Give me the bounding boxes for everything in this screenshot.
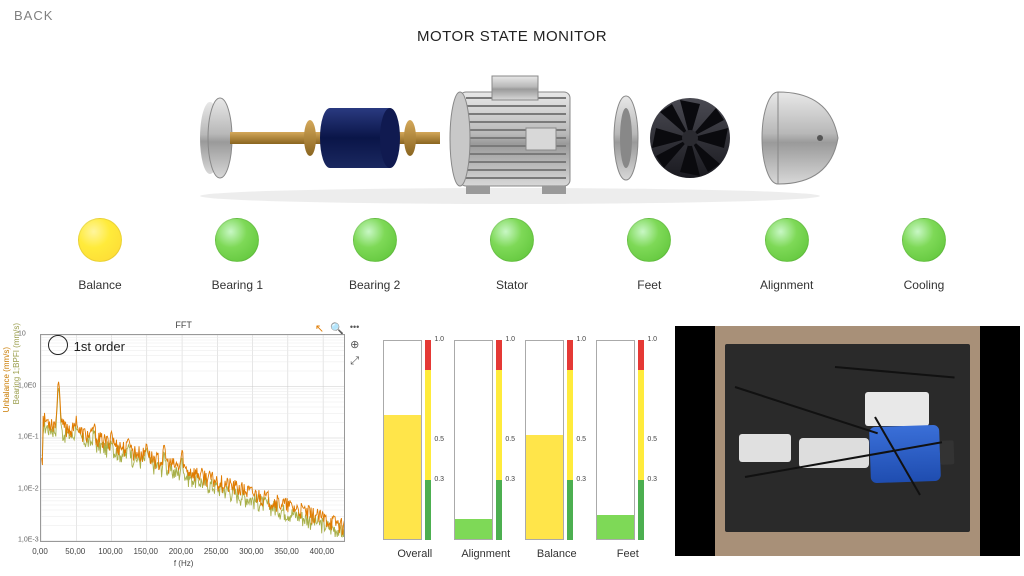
fft-xtick: 400,00 bbox=[310, 547, 334, 556]
status-label: Bearing 2 bbox=[349, 278, 400, 292]
status-light-bearing-2[interactable]: Bearing 2 bbox=[315, 218, 435, 292]
status-light-stator[interactable]: Stator bbox=[452, 218, 572, 292]
gauge-alignment: 0.30.51.0 bbox=[450, 340, 521, 540]
gauge-label: Overall bbox=[379, 548, 450, 560]
status-label: Stator bbox=[496, 278, 528, 292]
camera-feed bbox=[675, 326, 1020, 556]
gauge-tick: 0.5 bbox=[434, 436, 444, 443]
status-dot bbox=[78, 218, 122, 262]
status-dot bbox=[490, 218, 534, 262]
status-lights-row: Balance Bearing 1 Bearing 2 Stator Feet Align… bbox=[0, 218, 1024, 292]
gauge-tick: 0.5 bbox=[505, 436, 515, 443]
fft-xtick: 300,00 bbox=[239, 547, 263, 556]
fft-title: FFT bbox=[4, 320, 363, 330]
fft-xtick: 100,00 bbox=[98, 547, 122, 556]
status-label: Balance bbox=[78, 278, 121, 292]
status-dot bbox=[215, 218, 259, 262]
status-label: Alignment bbox=[760, 278, 813, 292]
status-light-alignment[interactable]: Alignment bbox=[727, 218, 847, 292]
gauge-balance: 0.30.51.0 bbox=[521, 340, 592, 540]
gauge-overall: 0.30.51.0 bbox=[379, 340, 450, 540]
gauge-tick: 1.0 bbox=[434, 336, 444, 343]
fft-xtick: 200,00 bbox=[169, 547, 193, 556]
status-dot bbox=[627, 218, 671, 262]
fft-ytick: 1,0E-3 bbox=[18, 537, 39, 544]
status-light-bearing-1[interactable]: Bearing 1 bbox=[177, 218, 297, 292]
gauge-label: Balance bbox=[521, 548, 592, 560]
status-light-balance[interactable]: Balance bbox=[40, 218, 160, 292]
status-light-cooling[interactable]: Cooling bbox=[864, 218, 984, 292]
fft-xtick: 50,00 bbox=[65, 547, 85, 556]
gauge-tick: 0.5 bbox=[647, 436, 657, 443]
status-label: Cooling bbox=[904, 278, 945, 292]
target-icon[interactable]: ⊕ bbox=[350, 338, 359, 351]
fft-xtick: 0,00 bbox=[32, 547, 48, 556]
gauge-tick: 0.3 bbox=[576, 476, 586, 483]
fft-toolbar-side: ⊕ ⤢ bbox=[350, 338, 359, 368]
bottom-row: FFT ↖ 🔍 ••• ⊕ ⤢ Unbalance (mm/s) Bearing… bbox=[4, 320, 1020, 570]
fft-ylabel-1: Unbalance (mm/s) bbox=[2, 347, 11, 412]
gauge-feet: 0.30.51.0 bbox=[592, 340, 663, 540]
status-light-feet[interactable]: Feet bbox=[589, 218, 709, 292]
motor-exploded-diagram bbox=[170, 58, 850, 208]
status-dot bbox=[353, 218, 397, 262]
page-title: MOTOR STATE MONITOR bbox=[0, 28, 1024, 45]
gauge-label: Feet bbox=[592, 548, 663, 560]
fft-ytick: 10 bbox=[18, 331, 26, 338]
gauge-tick: 0.3 bbox=[434, 476, 444, 483]
gauge-tick: 1.0 bbox=[647, 336, 657, 343]
gauge-tick: 1.0 bbox=[576, 336, 586, 343]
status-label: Feet bbox=[637, 278, 661, 292]
back-button[interactable]: BACK bbox=[14, 8, 53, 23]
fft-xtick: 350,00 bbox=[274, 547, 298, 556]
fft-ytick: 1,0E-1 bbox=[18, 434, 39, 441]
fft-xtick: 150,00 bbox=[133, 547, 157, 556]
fft-xlabel: f (Hz) bbox=[4, 559, 363, 568]
expand-icon[interactable]: ⤢ bbox=[350, 355, 359, 368]
fft-annotation-label: 1st order bbox=[74, 339, 125, 354]
bar-gauges: 0.3 0.5 1.0 0.3 0.5 1.0 0.3 0.5 1.0 0.3 0.5 1.0 Ove… bbox=[369, 320, 668, 570]
fft-ytick: 1,0E0 bbox=[18, 382, 36, 389]
gauge-tick: 0.5 bbox=[576, 436, 586, 443]
gauge-tick: 0.3 bbox=[647, 476, 657, 483]
status-dot bbox=[902, 218, 946, 262]
fft-xtick: 250,00 bbox=[204, 547, 228, 556]
fft-ytick: 1,0E-2 bbox=[18, 485, 39, 492]
more-icon[interactable]: ••• bbox=[350, 322, 359, 335]
status-dot bbox=[765, 218, 809, 262]
gauge-label: Alignment bbox=[450, 548, 521, 560]
gauge-tick: 1.0 bbox=[505, 336, 515, 343]
status-label: Bearing 1 bbox=[212, 278, 263, 292]
fft-chart: FFT ↖ 🔍 ••• ⊕ ⤢ Unbalance (mm/s) Bearing… bbox=[4, 320, 363, 570]
gauge-tick: 0.3 bbox=[505, 476, 515, 483]
fft-annotation-circle bbox=[48, 335, 68, 355]
